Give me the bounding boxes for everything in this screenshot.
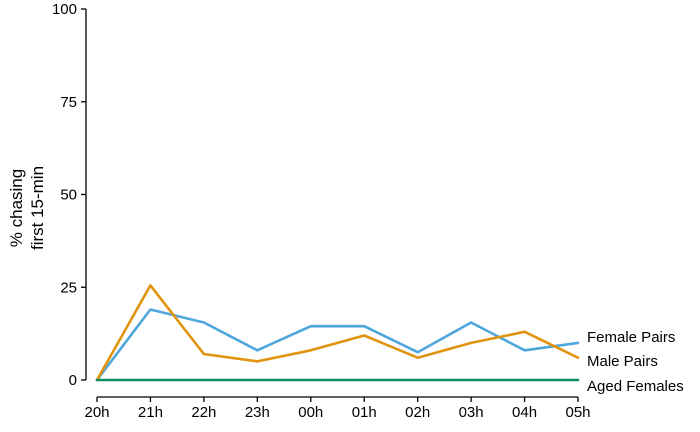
x-tick-label: 05h [565,404,590,421]
series-lines [95,284,580,382]
y-axis-ticks: 0 25 50 75 100 [52,1,86,389]
x-tick-label: 01h [352,404,377,421]
y-axis-title-line-1: % chasing [7,169,26,247]
x-axis-ticks: 20h 21h 22h 23h 00h 01h 02h 03h 04h 05h [84,397,591,421]
y-tick-label: 100 [52,1,77,18]
y-axis-title-line-2: first 15-min [28,166,47,250]
series-label-female-pairs: Female Pairs [587,329,675,346]
x-tick-label: 23h [245,404,270,421]
y-tick-label: 25 [60,279,77,296]
x-tick-label: 22h [191,404,216,421]
y-axis-title: % chasing first 15-min [7,166,47,250]
series-line-female-pairs [95,308,580,382]
x-tick-label: 20h [84,404,109,421]
series-label-aged-females: Aged Females [587,378,684,395]
y-tick-label: 50 [60,187,77,204]
x-tick-label: 03h [459,404,484,421]
x-tick-label: 21h [138,404,163,421]
y-tick-label: 75 [60,94,77,111]
series-line-male-pairs [95,284,580,382]
y-tick-label: 0 [69,372,77,389]
series-label-male-pairs: Male Pairs [587,353,658,370]
series-labels: Female Pairs Male Pairs Aged Females [587,329,684,395]
x-tick-label: 02h [405,404,430,421]
x-tick-label: 00h [298,404,323,421]
x-tick-label: 04h [512,404,537,421]
